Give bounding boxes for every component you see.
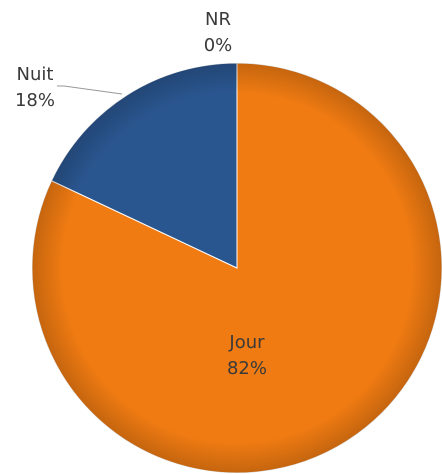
data-label-value: 82% [227,358,267,379]
data-label-name: Jour [228,332,265,353]
data-label-name: Nuit [17,64,54,85]
leader-line [57,85,123,95]
data-label-value: 18% [15,90,55,111]
data-label-name: NR [205,9,231,30]
data-label-value: 0% [204,35,233,56]
